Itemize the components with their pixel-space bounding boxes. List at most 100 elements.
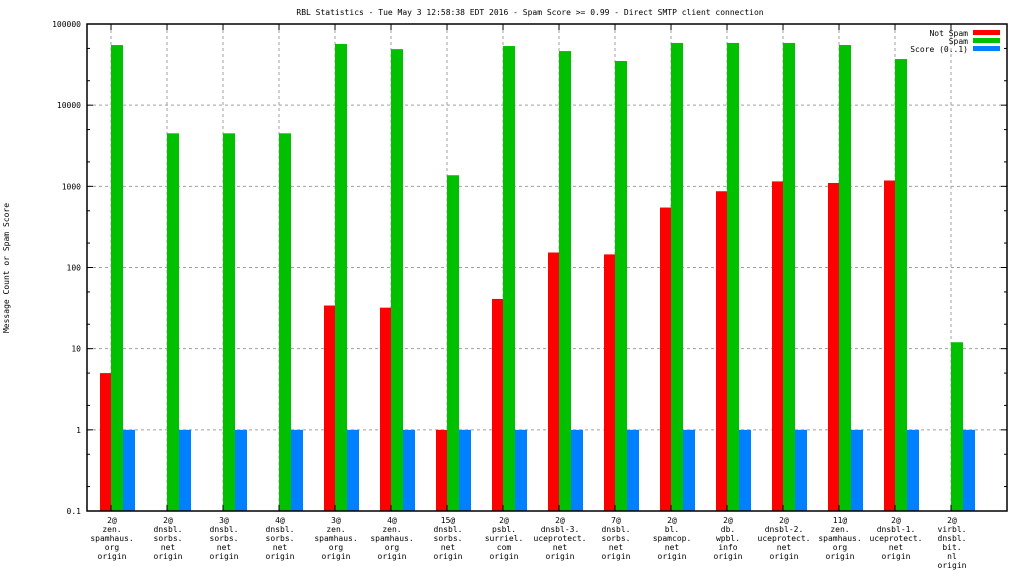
x-tick-label-line: 3@	[331, 516, 341, 525]
x-tick-label-line: 2@	[163, 516, 173, 525]
x-tick-label-line: zen.	[830, 525, 849, 534]
x-tick-label-line: net	[441, 543, 456, 552]
x-tick-label-line: origin	[826, 552, 855, 561]
x-tick-label-line: 2@	[891, 516, 901, 525]
x-tick-label-line: spamcop.	[653, 534, 692, 543]
x-tick-label-line: dnsbl.	[938, 534, 967, 543]
bar-not-spam	[492, 298, 503, 511]
x-tick-labels: 2@zen.spamhaus.orgorigin2@dnsbl.sorbs.ne…	[90, 516, 966, 570]
bar-not-spam	[380, 307, 391, 511]
axes	[86, 23, 1008, 512]
x-tick-label-line: origin	[154, 552, 183, 561]
x-tick-label-line: dnsbl-2.	[765, 525, 804, 534]
x-tick-label-line: origin	[658, 552, 687, 561]
x-tick-label-line: 2@	[947, 516, 957, 525]
bar-spam	[391, 49, 403, 511]
bar-score	[291, 429, 303, 511]
x-tick-label-line: 2@	[555, 516, 565, 525]
x-tick-label-line: sorbs.	[266, 534, 295, 543]
x-tick-label-line: origin	[714, 552, 743, 561]
bar-spam	[783, 42, 795, 511]
legend-swatch	[973, 38, 1000, 43]
legend-label: Score (0..1)	[910, 45, 968, 54]
x-tick-label-line: zen.	[326, 525, 345, 534]
x-tick-label-line: spamhaus.	[370, 534, 413, 543]
bar-not-spam	[660, 207, 671, 511]
y-axis-label: Message Count or Spam Score	[2, 203, 11, 333]
bar-score	[179, 429, 191, 511]
x-tick-label-line: origin	[378, 552, 407, 561]
x-tick-label-line: 2@	[723, 516, 733, 525]
x-tick-label-line: org	[833, 543, 848, 552]
x-tick-label-line: origin	[434, 552, 463, 561]
bar-score	[403, 429, 415, 511]
bar-spam	[671, 42, 683, 511]
bars	[100, 42, 975, 512]
y-tick-labels: 0.1 1 10 100 1000 10000 100000	[52, 20, 81, 516]
y-tick-label: 10	[71, 345, 81, 354]
bar-score	[571, 429, 583, 511]
bar-not-spam	[324, 305, 335, 511]
bar-score	[795, 429, 807, 511]
x-tick-label-line: uceprotect.	[534, 534, 587, 543]
bar-not-spam	[548, 252, 559, 511]
bar-spam	[839, 45, 851, 512]
bar-spam	[279, 133, 291, 511]
x-tick-label-line: 15@	[441, 516, 456, 525]
x-tick-label-line: 2@	[667, 516, 677, 525]
x-tick-label-line: org	[329, 543, 344, 552]
x-tick-label-line: origin	[882, 552, 911, 561]
x-tick-label-line: net	[889, 543, 904, 552]
x-tick-label-line: dnsbl.	[266, 525, 295, 534]
bar-not-spam	[772, 181, 783, 512]
x-tick-label-line: origin	[938, 561, 967, 570]
x-tick-label-line: bl.	[665, 525, 679, 534]
bar-score	[739, 429, 751, 511]
bar-not-spam	[100, 373, 111, 511]
x-tick-label-line: 3@	[219, 516, 229, 525]
x-tick-label-line: spamhaus.	[818, 534, 861, 543]
x-tick-label-line: dnsbl.	[210, 525, 239, 534]
x-tick-label-line: net	[609, 543, 624, 552]
bar-spam	[335, 43, 347, 512]
x-tick-label-line: 2@	[107, 516, 117, 525]
x-tick-label-line: nl	[947, 552, 957, 561]
bar-spam	[223, 133, 235, 511]
bar-score	[515, 429, 527, 511]
x-tick-label-line: net	[665, 543, 680, 552]
bar-score	[907, 429, 919, 511]
x-tick-label-line: sorbs.	[154, 534, 183, 543]
bar-not-spam	[828, 182, 839, 511]
x-tick-label-line: net	[777, 543, 792, 552]
legend-swatch	[973, 46, 1000, 51]
x-tick-label-line: org	[105, 543, 120, 552]
x-tick-label-line: origin	[266, 552, 295, 561]
bar-not-spam	[436, 429, 447, 511]
x-tick-label-line: net	[273, 543, 288, 552]
x-tick-label-line: origin	[770, 552, 799, 561]
x-tick-label-line: dnsbl.	[602, 525, 631, 534]
x-tick-label-line: dnsbl.	[154, 525, 183, 534]
x-tick-label-line: 11@	[833, 516, 848, 525]
bar-score	[235, 429, 247, 511]
x-tick-label-line: spamhaus.	[90, 534, 133, 543]
x-tick-label-line: 7@	[611, 516, 621, 525]
x-tick-label-line: surriel.	[485, 534, 524, 543]
x-tick-label-line: 2@	[779, 516, 789, 525]
x-tick-label-line: 2@	[499, 516, 509, 525]
x-tick-label-line: sorbs.	[602, 534, 631, 543]
chart-title: RBL Statistics - Tue May 3 12:58:38 EDT …	[296, 8, 763, 17]
x-tick-label-line: psbl.	[492, 525, 516, 534]
x-tick-label-line: com	[497, 543, 512, 552]
y-tick-label: 100000	[52, 20, 81, 29]
